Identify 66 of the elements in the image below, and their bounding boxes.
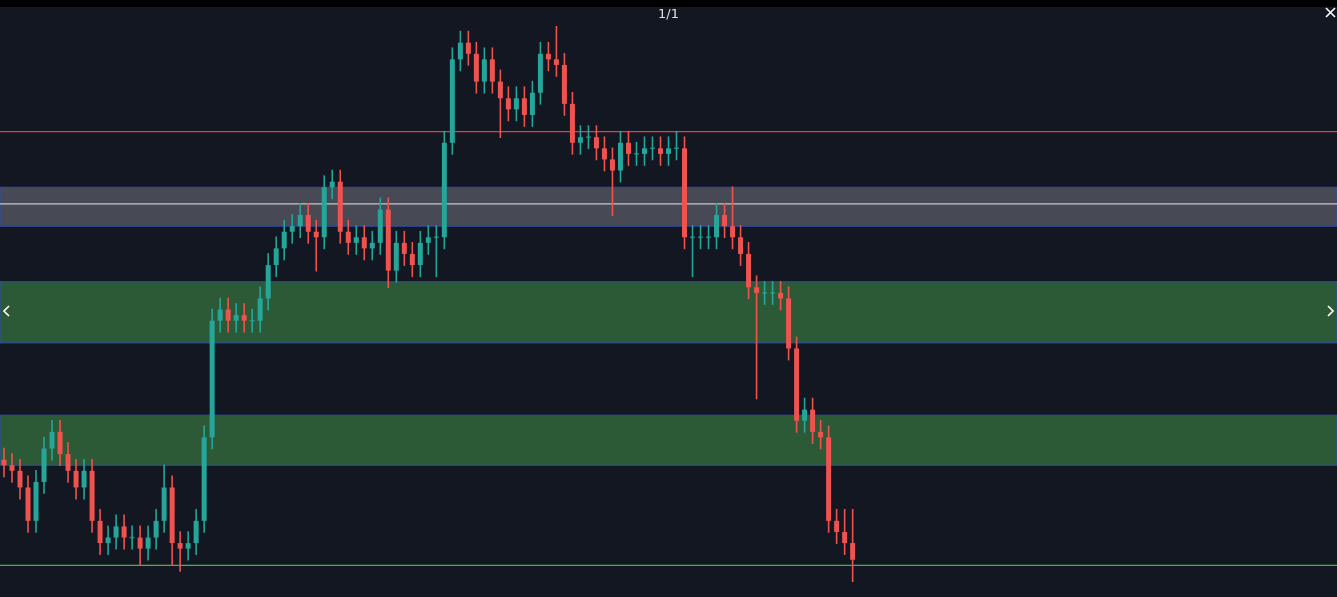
candlestick [417,230,423,277]
candlestick [17,458,23,500]
candlestick [714,203,720,250]
candlestick [289,214,295,244]
candlestick [722,203,728,239]
candlestick [521,86,527,127]
candlestick [241,303,247,333]
text: 1/1 [657,6,680,21]
candlestick [185,531,191,561]
candlestick [233,303,239,333]
candlestick [505,86,511,122]
candlestick [842,508,848,555]
candlestick [850,508,856,582]
candlestick [489,47,495,94]
candlestick [73,458,79,500]
candlestick [497,69,503,138]
candlestick [49,419,55,461]
candlestick [585,125,591,150]
candlestick [633,141,639,166]
candlestick [153,508,159,550]
candlestick [513,86,519,122]
candlestick [762,280,768,305]
candlestick [137,525,143,567]
candlestick [409,242,415,277]
candlestick [465,30,471,66]
candlestick [770,280,776,305]
candlestick [145,525,151,561]
candlestick [529,80,535,127]
candlestick [625,130,631,166]
candlestick [361,225,367,261]
candlestick [273,236,279,277]
candlestick [113,514,119,550]
candlestick [609,147,615,216]
candlestick [65,442,71,483]
candlestick [305,203,311,244]
candlestick [730,186,736,250]
candlestick [577,125,583,155]
candlestick [353,225,359,255]
candlestick [97,508,103,555]
candlestick [641,136,647,166]
candlestick [345,219,351,255]
candlestick [81,458,87,500]
candlestick [281,219,287,261]
candlestick [657,136,663,166]
candlestick [553,26,559,77]
candlestick [601,136,607,172]
candlestick [401,230,407,266]
candlestick [481,47,487,94]
candlestick [193,508,199,555]
candlestick [738,225,744,266]
candlestick [297,203,303,239]
candlestick [257,286,263,333]
candlestick [457,30,463,72]
candlestick [754,275,760,400]
candlestick [666,136,671,166]
candlestick [57,419,63,467]
candlestick [217,297,223,333]
candlestick [225,297,231,333]
candlestick [810,397,816,444]
candlestick [802,397,808,433]
candlestick [121,514,127,550]
candlestick [425,225,431,255]
candlestick [593,125,599,161]
candlestick [177,531,183,572]
candlestick [834,508,840,544]
candlestick [9,453,15,483]
